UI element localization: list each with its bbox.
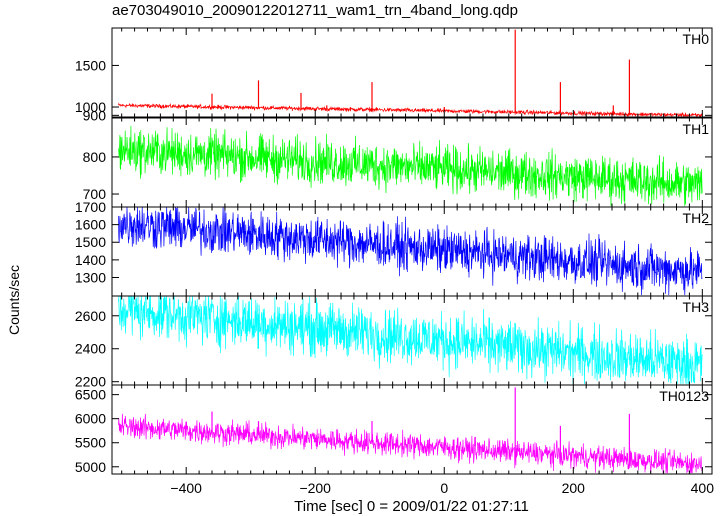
series-line-th0123 [118,413,703,474]
y-tick-label: 1000 [75,99,106,115]
panel-label-th3: TH3 [683,299,710,315]
x-tick-label: −400 [170,480,202,496]
y-tick-label: 6500 [75,387,106,403]
series-line-th2 [118,206,703,296]
x-tick-label: 200 [562,480,586,496]
x-tick-label: 400 [691,480,715,496]
y-tick-label: 2600 [75,308,106,324]
y-tick-label: 2200 [75,374,106,390]
series-line-th0 [118,102,703,118]
y-tick-label: 1500 [75,57,106,73]
y-tick-label: 700 [83,186,107,202]
x-tick-label: 0 [440,480,448,496]
y-tick-label: 1400 [75,252,106,268]
y-tick-label: 1700 [75,199,106,215]
y-axis-label: Counts/sec [6,264,22,336]
y-tick-label: 900 [83,107,107,123]
x-tick-label: −200 [299,480,331,496]
y-tick-label: 5000 [75,459,106,475]
page-title: ae703049010_20090122012711_wam1_trn_4ban… [112,2,518,19]
panel-frame-th0123 [111,384,713,475]
series-line-th1 [118,125,703,207]
y-tick-label: 6000 [75,411,106,427]
y-tick-label: 1300 [75,269,106,285]
y-tick-label: 2400 [75,341,106,357]
y-tick-label: 1500 [75,234,106,250]
panel-label-th0: TH0 [683,31,710,47]
y-tick-label: 5500 [75,435,106,451]
panel-label-th2: TH2 [683,210,710,226]
series-line-th3 [118,295,703,385]
y-tick-label: 1600 [75,217,106,233]
panel-frame-th0 [111,27,713,118]
y-tick-label: 800 [83,149,107,165]
x-axis-label: Time [sec] 0 = 2009/01/22 01:27:11 [294,498,529,515]
panel-label-th1: TH1 [683,121,710,137]
panel-label-th0123: TH0123 [659,388,709,404]
